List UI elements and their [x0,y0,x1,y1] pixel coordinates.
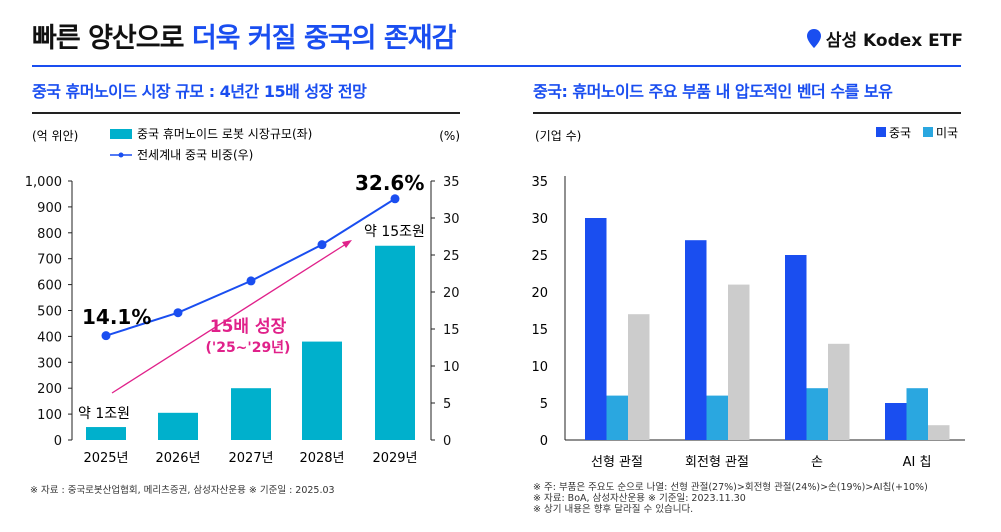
legend-swatch [923,127,933,137]
legend-bar-swatch [110,129,132,139]
bar [906,388,928,440]
y-tick-label: 20 [531,286,548,301]
right-note: ※ 상기 내용은 향후 달라질 수 있습니다. [533,504,694,515]
right-note: ※ 주: 부품은 주요도 순으로 나열: 선형 관절(27%)>회전형 관절(2… [533,482,928,493]
bar [231,388,271,440]
y-tick-label: 200 [37,382,62,397]
title-highlight: 더욱 커질 중국의 존재감 [191,23,457,54]
location-pin-icon [806,29,821,48]
left-note: ※ 자료 : 중국로봇산업협회, 메리츠증권, 삼성자산운용 ※ 기준일 : 2… [30,485,335,496]
bar [302,341,342,440]
y-tick-label: 0 [54,434,62,449]
right-chart-title: 중국: 휴머노이드 주요 부품 내 압도적인 벤더 수를 보유 [533,82,893,101]
y-tick-label: 0 [540,434,548,449]
right-note: ※ 자료: BoA, 삼성자산운용 ※ 기준일: 2023.11.30 [533,493,746,504]
y2-tick-label: 25 [443,249,460,264]
x-tick-label: 2027년 [228,451,273,466]
x-tick-label: 선형 관절 [591,455,643,470]
bar [928,425,950,440]
x-tick-label: 2029년 [372,451,417,466]
bar [86,427,126,440]
y-tick-label: 700 [37,253,62,268]
y-tick-label: 300 [37,356,62,371]
y-tick-label: 25 [531,249,548,264]
left-divider [32,112,460,114]
y-tick-label: 600 [37,279,62,294]
x-tick-label: 2028년 [299,451,344,466]
bar [628,314,650,440]
y-tick-label: 30 [531,212,548,227]
left-chart-title: 중국 휴머노이드 시장 규모 : 4년간 15배 성장 전망 [32,82,367,101]
growth-period-label: ('25~'29년) [206,340,291,356]
y2-tick-label: 10 [443,360,460,375]
growth-label: 15배 성장 [210,317,287,337]
y-tick-label: 5 [540,397,548,412]
x-tick-label: 손 [811,455,823,470]
y-tick-label: 10 [531,360,548,375]
page-title: 빠른 양산으로 더욱 커질 중국의 존재감 [32,16,457,55]
y-tick-label: 100 [37,408,62,423]
y-axis-label: (억 위안) [32,129,78,143]
line-point [317,240,327,250]
line-point [246,276,256,286]
legend-swatch [876,127,886,137]
growth-arrow [111,243,347,394]
bar [685,240,707,440]
bar [585,218,607,440]
y2-tick-label: 5 [443,397,451,412]
first-bar-label: 약 1조원 [78,406,130,422]
last-bar-label: 약 15조원 [364,224,425,240]
y-tick-label: 900 [37,201,62,216]
y-tick-label: 500 [37,305,62,320]
y-tick-label: 800 [37,227,62,242]
bar [806,388,828,440]
y2-tick-label: 35 [443,175,460,190]
title-main: 빠른 양산으로 [32,23,192,54]
brand-logo: 삼성 Kodex ETF [806,26,963,51]
y-tick-label: 1,000 [25,175,62,190]
y-tick-label: 15 [531,323,548,338]
bar [728,284,750,440]
growth-arrowhead [342,240,352,248]
y2-tick-label: 15 [443,323,460,338]
y-axis-label: (기업 수) [535,129,581,143]
header-divider [32,65,961,67]
line-point [173,308,183,318]
y2-tick-label: 20 [443,286,460,301]
brand-text: 삼성 Kodex ETF [825,31,963,51]
legend-label: 미국 [936,126,958,140]
y2-axis-label: (%) [439,129,460,143]
bar [158,412,198,440]
bar [885,403,907,440]
last-pct-label: 32.6% [355,171,424,195]
bar [606,395,628,440]
y-tick-label: 400 [37,330,62,345]
y2-tick-label: 0 [443,434,451,449]
bar [828,343,850,440]
x-tick-label: 2026년 [155,451,200,466]
bar [706,395,728,440]
bar [375,245,415,440]
legend-label: 중국 [889,126,911,140]
x-tick-label: AI 칩 [903,455,932,470]
bar [785,255,807,440]
legend-line-marker [118,152,124,158]
y2-tick-label: 30 [443,212,460,227]
legend-bar-label: 중국 휴머노이드 로봇 시장규모(좌) [137,127,312,141]
line-point [390,194,400,204]
x-tick-label: 회전형 관절 [685,455,749,470]
legend-line-label: 전세계내 중국 비중(우) [137,148,253,162]
first-pct-label: 14.1% [82,305,151,329]
y-tick-label: 35 [531,175,548,190]
line-point [101,331,111,341]
x-tick-label: 2025년 [83,451,128,466]
right-divider [533,112,961,114]
